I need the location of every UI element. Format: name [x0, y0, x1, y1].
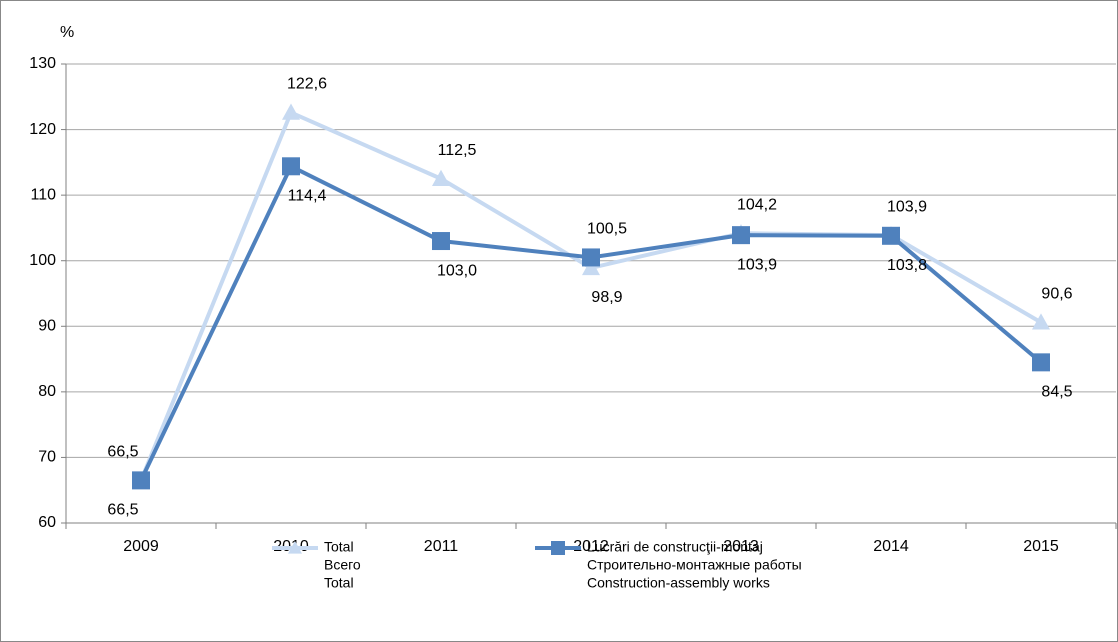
- data-label: 103,8: [887, 257, 927, 274]
- data-label: 103,9: [737, 256, 777, 273]
- x-tick-label: 2015: [1023, 538, 1059, 555]
- legend-label: Total: [324, 539, 354, 555]
- data-label: 90,6: [1041, 286, 1072, 303]
- y-tick-label: 70: [38, 449, 56, 466]
- data-label: 103,0: [437, 262, 477, 279]
- marker: [732, 226, 750, 245]
- marker: [282, 103, 300, 120]
- y-tick-label: 90: [38, 318, 56, 335]
- marker: [288, 541, 302, 554]
- data-label: 66,5: [107, 444, 138, 461]
- legend-label: Construction-assembly works: [587, 575, 770, 591]
- data-label: 122,6: [287, 76, 327, 93]
- y-tick-label: 80: [38, 383, 56, 400]
- data-label: 100,5: [587, 221, 627, 238]
- data-label: 84,5: [1041, 384, 1072, 401]
- data-label: 98,9: [591, 289, 622, 306]
- x-tick-label: 2011: [424, 538, 459, 555]
- marker: [1032, 353, 1050, 372]
- marker: [582, 248, 600, 267]
- y-axis-label: %: [60, 24, 74, 41]
- marker: [582, 258, 600, 276]
- marker: [882, 226, 900, 245]
- marker: [1032, 313, 1050, 330]
- x-tick-label: 2012: [573, 538, 609, 555]
- marker: [282, 157, 300, 176]
- y-tick-label: 120: [29, 121, 56, 138]
- marker: [132, 471, 150, 490]
- marker: [551, 541, 565, 555]
- data-label: 114,4: [288, 188, 327, 205]
- legend-label: Lucrări de construcţii-montaj: [587, 539, 763, 555]
- legend-label: Строительно-монтажные работы: [587, 557, 802, 573]
- marker: [432, 169, 450, 186]
- y-tick-label: 100: [29, 252, 56, 269]
- x-tick-label: 2013: [723, 538, 759, 555]
- y-tick-label: 110: [30, 186, 56, 203]
- data-label: 66,5: [107, 502, 138, 519]
- legend-label: Всего: [324, 557, 361, 573]
- data-label: 104,2: [737, 196, 777, 213]
- legend-label: Total: [324, 575, 354, 591]
- x-tick-label: 2009: [123, 538, 159, 555]
- data-label: 103,9: [887, 198, 927, 215]
- y-tick-label: 60: [38, 514, 56, 531]
- data-label: 112,5: [438, 142, 477, 159]
- x-tick-label: 2014: [873, 538, 909, 555]
- y-tick-label: 130: [29, 55, 56, 72]
- marker: [432, 232, 450, 251]
